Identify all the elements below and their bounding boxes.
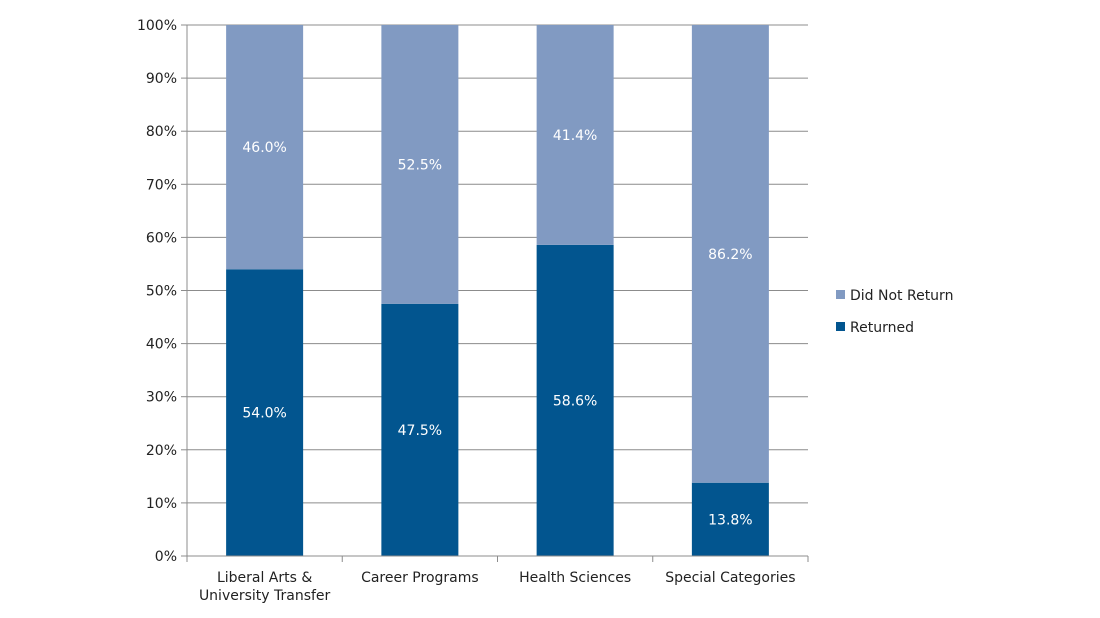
data-label: 41.4%	[553, 128, 597, 144]
legend: Did Not Return Returned	[836, 288, 953, 336]
y-tick-label: 10%	[146, 496, 177, 512]
data-label: 58.6%	[553, 393, 597, 409]
y-tick-label: 100%	[137, 18, 177, 34]
y-tick-label: 40%	[146, 337, 177, 353]
data-label: 86.2%	[708, 247, 752, 263]
y-tick-label: 0%	[155, 549, 177, 565]
y-tick-label: 90%	[146, 71, 177, 87]
x-category-label-line: Special Categories	[665, 570, 795, 586]
legend-label: Returned	[850, 320, 914, 336]
bar-segment-did-not-return	[536, 25, 614, 245]
data-label: 46.0%	[242, 140, 286, 156]
x-category-label-line: Liberal Arts &	[217, 570, 312, 586]
y-tick-label: 50%	[146, 284, 177, 300]
x-category-label-line: Career Programs	[361, 570, 479, 586]
data-labels: 54.0% 46.0% 47.5% 52.5% 58.6% 41.4% 13.8% 86.2%	[242, 128, 752, 528]
legend-swatch	[836, 290, 845, 299]
x-category-label: Health Sciences	[519, 570, 631, 586]
data-label: 47.5%	[398, 423, 442, 439]
legend-label: Did Not Return	[850, 288, 953, 304]
y-tick-label: 80%	[146, 124, 177, 140]
data-label: 54.0%	[242, 406, 286, 422]
bar-segment-did-not-return	[381, 25, 459, 304]
legend-swatch	[836, 322, 845, 331]
y-tick-label: 60%	[146, 230, 177, 246]
bar-segment-returned	[381, 303, 459, 556]
bar-segment-did-not-return	[691, 25, 769, 483]
bar-segment-returned	[536, 244, 614, 557]
bars	[226, 25, 769, 557]
bar-segment-returned	[691, 482, 769, 556]
data-label: 52.5%	[398, 157, 442, 173]
y-tick-label: 20%	[146, 443, 177, 459]
axes: 0% 10% 20% 30% 40% 50% 60% 70% 80% 90% 100% Liberal…	[137, 18, 809, 604]
bar-segment-did-not-return	[226, 25, 304, 270]
x-category-label: Special Categories	[665, 570, 795, 586]
y-tick-label: 70%	[146, 177, 177, 193]
x-category-label-line: University Transfer	[199, 588, 331, 604]
x-category-label: Career Programs	[361, 570, 479, 586]
x-category-label: Liberal Arts & University Transfer	[199, 570, 331, 604]
x-category-label-line: Health Sciences	[519, 570, 631, 586]
bar-segment-returned	[226, 269, 304, 556]
data-label: 13.8%	[708, 512, 752, 528]
y-tick-label: 30%	[146, 390, 177, 406]
